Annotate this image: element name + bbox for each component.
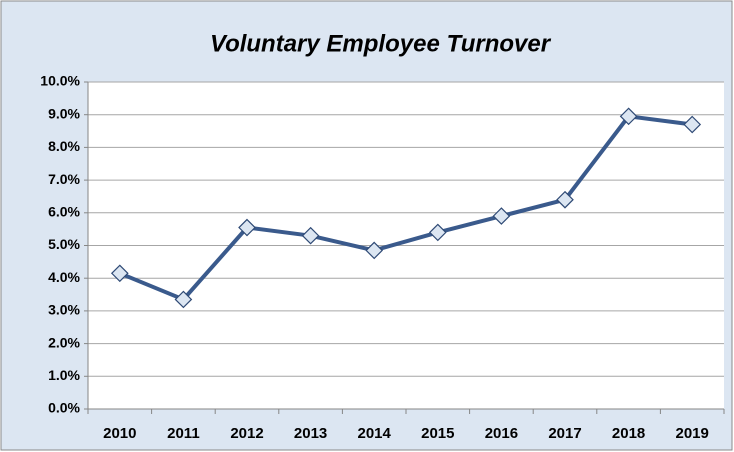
y-tick-label: 5.0%	[48, 236, 80, 252]
x-tick-label: 2016	[485, 425, 518, 442]
data-point	[492, 207, 511, 225]
y-tick-label: 9.0%	[48, 105, 80, 121]
data-point	[238, 218, 256, 237]
data-point	[683, 115, 702, 134]
data-point	[365, 241, 384, 260]
x-tick-label: 2015	[421, 425, 454, 442]
x-tick-label: 2011	[167, 425, 200, 442]
series-line	[119, 114, 693, 302]
x-tick-label: 2013	[294, 425, 327, 442]
data-point	[174, 290, 193, 309]
x-tick-label: 2014	[358, 425, 392, 442]
x-tick-label: 2018	[612, 425, 645, 442]
y-tick-label: 10.0%	[40, 73, 80, 89]
data-point	[428, 223, 447, 242]
y-tick-label: 6.0%	[48, 204, 80, 220]
y-tick-label: 4.0%	[48, 269, 80, 285]
data-point	[110, 264, 129, 283]
data-point	[301, 226, 320, 245]
data-point	[556, 190, 574, 209]
chart-title: Voluntary Employee Turnover	[210, 30, 552, 57]
data-point	[619, 107, 638, 126]
y-tick-label: 8.0%	[48, 138, 80, 154]
y-tick-label: 2.0%	[48, 334, 80, 350]
y-tick-label: 0.0%	[48, 400, 80, 416]
y-tick-label: 3.0%	[48, 302, 80, 318]
x-tick-label: 2012	[230, 425, 263, 442]
y-tick-label: 1.0%	[48, 367, 80, 383]
x-tick-label: 2010	[103, 425, 136, 442]
y-tick-label: 7.0%	[48, 171, 80, 187]
x-tick-label: 2017	[548, 425, 581, 442]
x-tick-label: 2019	[676, 425, 709, 442]
